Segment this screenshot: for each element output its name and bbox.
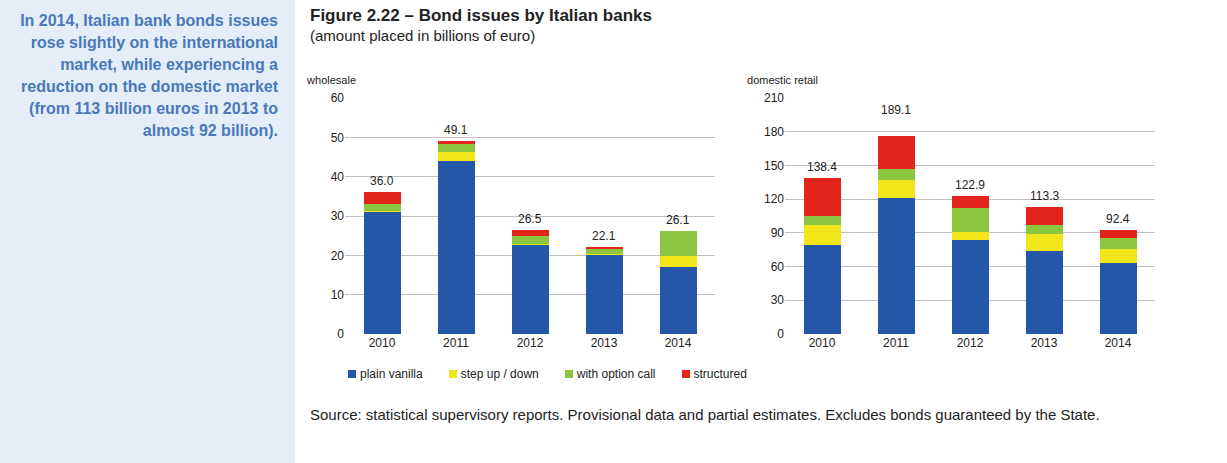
html-text:(amount placed in billions of: (amount placed in billions of euro): [310, 27, 536, 44]
html-text:In 2014, Italian bank bonds is: In 2014, Italian bank bonds issues rose …: [20, 12, 278, 139]
svg-text:60: 60: [331, 91, 345, 105]
svg-text:92.4: 92.4: [1106, 212, 1130, 226]
svg-text:180: 180: [764, 125, 784, 139]
html-text:step up / down: step up / down: [460, 367, 539, 381]
svg-text:210: 210: [764, 91, 784, 105]
svg-text:26.5: 26.5: [518, 212, 542, 226]
svg-text:2010: 2010: [809, 336, 836, 350]
svg-text:49.1: 49.1: [444, 123, 468, 137]
svg-text:2011: 2011: [443, 336, 469, 350]
svg-text:2012: 2012: [517, 336, 544, 350]
svg-text:40: 40: [331, 170, 345, 184]
svg-text:138.4: 138.4: [807, 160, 837, 174]
svg-text:2012: 2012: [957, 336, 984, 350]
svg-text:2013: 2013: [1031, 336, 1058, 350]
html-text:structured: structured: [693, 367, 747, 381]
html-text:with option call: with option call: [576, 367, 656, 381]
svg-text:2013: 2013: [591, 336, 618, 350]
svg-text:domestic retail: domestic retail: [747, 74, 818, 86]
svg-text:113.3: 113.3: [1030, 189, 1059, 203]
svg-text:2010: 2010: [369, 336, 396, 350]
svg-text:10: 10: [331, 288, 345, 302]
svg-text:150: 150: [764, 159, 784, 173]
svg-text:189.1: 189.1: [881, 103, 911, 117]
svg-text:0: 0: [777, 327, 784, 341]
html-text:Figure 2.22 – Bond issues by I: Figure 2.22 – Bond issues by Italian ban…: [310, 6, 652, 25]
svg-text:50: 50: [331, 131, 345, 145]
svg-text:wholesale: wholesale: [306, 74, 356, 86]
svg-text:60: 60: [771, 260, 785, 274]
svg-text:22.1: 22.1: [592, 229, 616, 243]
svg-text:120: 120: [764, 192, 784, 206]
svg-text:90: 90: [771, 226, 785, 240]
svg-text:2011: 2011: [883, 336, 909, 350]
svg-text:26.1: 26.1: [666, 213, 690, 227]
svg-text:2014: 2014: [665, 336, 692, 350]
svg-text:20: 20: [331, 249, 345, 263]
html-text:Source: statistical supervisor: Source: statistical supervisory reports.…: [310, 406, 1100, 423]
svg-text:30: 30: [331, 209, 345, 223]
svg-text:2014: 2014: [1105, 336, 1132, 350]
svg-text:0: 0: [337, 327, 344, 341]
html-text:plain vanilla: plain vanilla: [360, 367, 423, 381]
svg-text:30: 30: [771, 293, 785, 307]
svg-text:122.9: 122.9: [955, 178, 985, 192]
svg-text:36.0: 36.0: [370, 174, 394, 188]
